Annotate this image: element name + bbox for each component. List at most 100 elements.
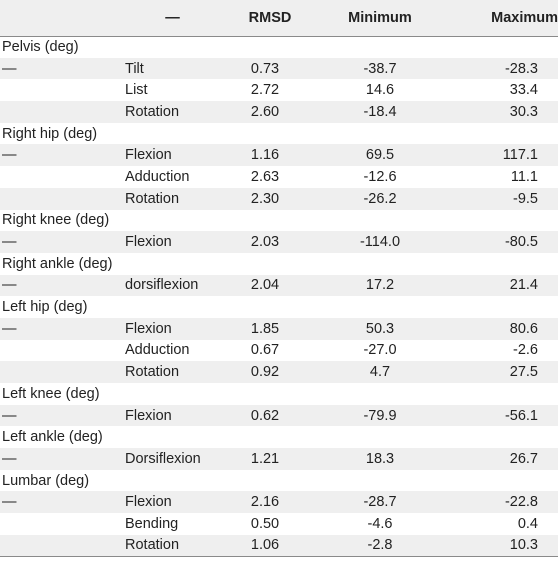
table-row: Adduction 2.63 -12.6 11.1 [0, 166, 558, 188]
measure-cell: Adduction [125, 342, 190, 359]
minimum-cell: 18.3 [365, 450, 395, 467]
group-marker: — [2, 234, 17, 251]
group-marker [0, 534, 120, 557]
table-row: — dorsiflexion 2.04 17.2 21.4 [0, 274, 558, 297]
measure-cell: Dorsiflexion [125, 450, 201, 467]
group-row: Lumbar (deg) [0, 470, 558, 492]
maximum-cell: 11.1 [510, 168, 538, 185]
rmsd-cell: 0.50 [250, 515, 280, 532]
minimum-cell: -4.6 [367, 515, 393, 532]
rmsd-cell: 1.16 [250, 147, 280, 164]
measure-cell: Flexion [125, 494, 172, 511]
maximum-cell: 33.4 [509, 82, 538, 99]
header-col2: — [120, 0, 225, 37]
group-marker: — [2, 147, 17, 164]
group-label: Lumbar (deg) [2, 472, 90, 489]
table-row: — Flexion 1.16 69.5 117.1 [0, 144, 558, 167]
group-label: Right ankle (deg) [2, 255, 113, 272]
table-row: Bending 0.50 -4.6 0.4 [0, 513, 558, 535]
table-row: List 2.72 14.6 33.4 [0, 79, 558, 101]
maximum-cell: -28.3 [504, 60, 538, 77]
minimum-cell: 69.5 [365, 147, 395, 164]
group-marker [0, 166, 120, 188]
table-row: — Flexion 2.16 -28.7 -22.8 [0, 491, 558, 514]
group-marker: — [2, 60, 17, 77]
minimum-cell: -79.9 [363, 407, 397, 424]
group-marker: — [2, 320, 17, 337]
group-row: Left hip (deg) [0, 296, 558, 318]
group-marker [0, 361, 120, 383]
group-marker: — [2, 277, 17, 294]
joint-angle-table: — RMSD Minimum Maximum Pelvis (deg) — Tilt… [0, 0, 558, 557]
measure-cell: Bending [125, 515, 179, 532]
group-label: Left knee (deg) [2, 385, 100, 402]
rmsd-cell: 0.62 [250, 407, 280, 424]
table-row: — Flexion 2.03 -114.0 -80.5 [0, 231, 558, 253]
rmsd-cell: 1.21 [250, 450, 280, 467]
minimum-cell: -27.0 [363, 342, 397, 359]
table-body: Pelvis (deg) — Tilt 0.73 -38.7 -28.3 List 2.72 1… [0, 36, 558, 557]
measure-cell: Flexion [125, 234, 172, 251]
table-row: Rotation 1.06 -2.8 10.3 [0, 534, 558, 557]
minimum-cell: -114.0 [359, 234, 401, 251]
group-label: Right knee (deg) [2, 212, 110, 229]
table-row: — Dorsiflexion 1.21 18.3 26.7 [0, 448, 558, 470]
group-marker [0, 340, 120, 362]
table-header: — RMSD Minimum Maximum [0, 0, 558, 37]
maximum-cell: 80.6 [509, 320, 538, 337]
group-row: Right ankle (deg) [0, 253, 558, 275]
measure-cell: Adduction [125, 168, 190, 185]
minimum-cell: -18.4 [363, 103, 397, 120]
group-marker [0, 513, 120, 535]
group-row: Right hip (deg) [0, 123, 558, 145]
group-label: Right hip (deg) [2, 125, 98, 142]
maximum-cell: 26.7 [509, 450, 538, 467]
header-col1 [0, 0, 120, 37]
minimum-cell: 17.2 [365, 277, 395, 294]
measure-cell: Rotation [120, 534, 225, 557]
table-row: Rotation 2.30 -26.2 -9.5 [0, 187, 558, 210]
measure-cell: Flexion [125, 147, 172, 164]
measure-cell: dorsiflexion [125, 277, 199, 294]
group-row: Right knee (deg) [0, 210, 558, 232]
maximum-cell: 10.3 [445, 534, 558, 557]
header-row: — RMSD Minimum Maximum [0, 0, 558, 37]
group-marker: — [2, 407, 17, 424]
minimum-cell: 14.6 [365, 82, 395, 99]
measure-cell: Flexion [125, 407, 172, 424]
maximum-cell: -9.5 [513, 190, 538, 207]
maximum-cell: -56.1 [504, 407, 538, 424]
table-row: — Flexion 1.85 50.3 80.6 [0, 317, 558, 340]
measure-cell: Flexion [125, 320, 172, 337]
header-maximum: Maximum [445, 0, 558, 37]
rmsd-cell: 1.85 [250, 320, 280, 337]
maximum-cell: 0.4 [517, 515, 538, 532]
maximum-cell: -2.6 [513, 342, 538, 359]
rmsd-cell: 2.72 [250, 82, 280, 99]
measure-cell: Tilt [125, 60, 144, 77]
maximum-cell: 21.4 [509, 277, 538, 294]
group-label: Left ankle (deg) [2, 429, 103, 446]
minimum-cell: 4.7 [369, 364, 391, 381]
maximum-cell: 117.1 [502, 147, 538, 164]
group-marker [0, 101, 120, 123]
rmsd-cell: 0.73 [250, 60, 280, 77]
rmsd-cell: 0.67 [250, 342, 280, 359]
group-marker [0, 79, 120, 101]
minimum-cell: 50.3 [365, 320, 395, 337]
maximum-cell: 30.3 [509, 103, 538, 120]
group-row: Pelvis (deg) [0, 36, 558, 58]
measure-cell: Rotation [125, 103, 180, 120]
table-row: Rotation 2.60 -18.4 30.3 [0, 101, 558, 123]
group-marker [0, 188, 120, 210]
minimum-cell: -12.6 [363, 168, 397, 185]
table-row: Rotation 0.92 4.7 27.5 [0, 361, 558, 383]
rmsd-cell: 2.04 [250, 277, 280, 294]
rmsd-cell: 2.30 [250, 190, 280, 207]
minimum-cell: -38.7 [363, 60, 397, 77]
group-row: Left ankle (deg) [0, 426, 558, 448]
measure-cell: Rotation [125, 364, 180, 381]
rmsd-cell: 1.06 [225, 534, 315, 557]
minimum-cell: -28.7 [363, 494, 397, 511]
table-row: Adduction 0.67 -27.0 -2.6 [0, 340, 558, 362]
